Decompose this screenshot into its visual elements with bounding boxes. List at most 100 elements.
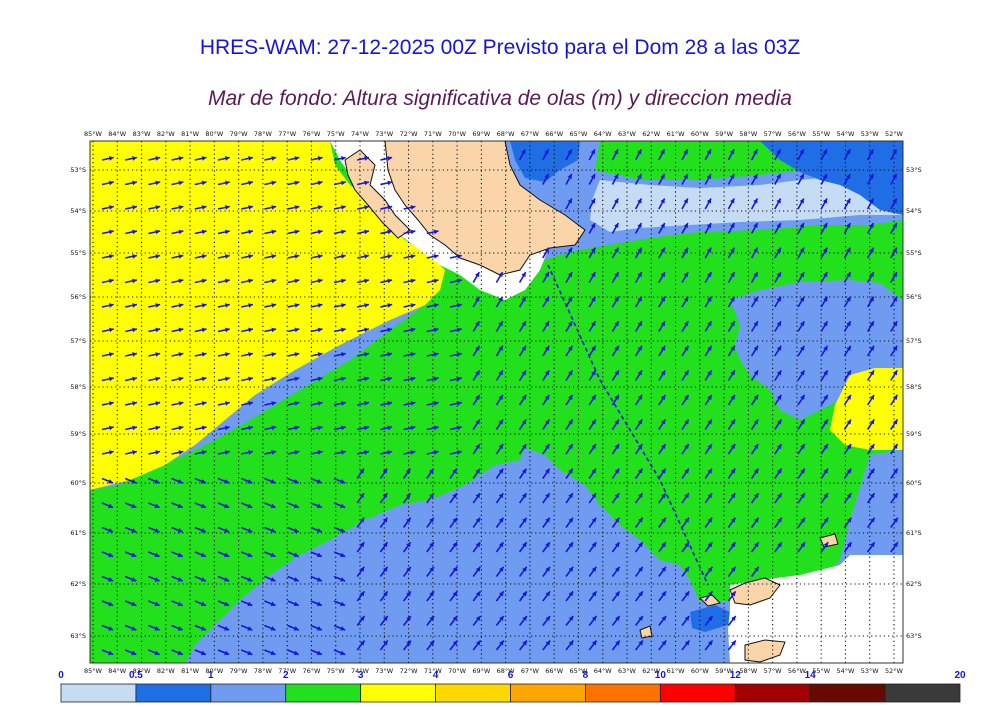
lon-label-bottom: 69°W bbox=[472, 667, 491, 675]
wave-direction-arrow bbox=[495, 640, 505, 651]
wave-direction-arrow bbox=[449, 492, 458, 504]
wave-direction-arrow bbox=[727, 615, 737, 626]
wave-direction-arrow bbox=[588, 222, 596, 234]
wave-direction-arrow bbox=[171, 575, 184, 582]
wave-direction-arrow bbox=[797, 394, 806, 406]
lat-label-right: 59°S bbox=[906, 430, 922, 438]
wave-direction-arrow bbox=[542, 541, 551, 553]
lon-label-top: 74°W bbox=[351, 130, 370, 138]
wave-direction-arrow bbox=[890, 394, 898, 406]
wave-direction-arrow bbox=[797, 296, 805, 308]
wave-direction-arrow bbox=[727, 173, 735, 185]
colorbar-label: 10 bbox=[655, 670, 667, 681]
lon-label-bottom: 57°W bbox=[764, 667, 783, 675]
wave-direction-arrow bbox=[820, 320, 829, 332]
wave-direction-arrow bbox=[241, 425, 254, 431]
wave-direction-arrow bbox=[403, 352, 416, 357]
wave-direction-arrow bbox=[310, 649, 323, 656]
wave-direction-arrow bbox=[241, 352, 254, 357]
wave-direction-arrow bbox=[449, 425, 462, 431]
wave-direction-arrow bbox=[634, 173, 643, 185]
wave-direction-arrow bbox=[495, 320, 504, 332]
wave-direction-arrow bbox=[588, 615, 598, 626]
wave-direction-arrow bbox=[658, 394, 666, 406]
wave-direction-arrow bbox=[890, 517, 899, 528]
lon-label-bottom: 59°W bbox=[715, 667, 734, 675]
wave-direction-arrow bbox=[681, 222, 689, 234]
lon-label-bottom: 78°W bbox=[254, 667, 273, 675]
wave-direction-arrow bbox=[264, 502, 276, 509]
wave-direction-arrow bbox=[380, 376, 393, 382]
wave-direction-arrow bbox=[820, 419, 829, 430]
wave-direction-arrow bbox=[704, 149, 712, 161]
wave-direction-arrow bbox=[217, 551, 230, 558]
wave-direction-arrow bbox=[171, 600, 184, 607]
wave-direction-arrow bbox=[310, 303, 323, 308]
lon-label-bottom: 70°W bbox=[448, 667, 467, 675]
wave-direction-arrow bbox=[264, 352, 277, 357]
wave-direction-arrow bbox=[264, 649, 276, 656]
wave-direction-arrow bbox=[704, 541, 713, 553]
wave-direction-arrow bbox=[357, 278, 370, 284]
wave-direction-arrow bbox=[101, 376, 114, 382]
lon-label-top: 68°W bbox=[497, 130, 516, 138]
colorbar-label: 3 bbox=[358, 670, 364, 681]
wave-direction-arrow bbox=[217, 327, 230, 333]
wave-direction-arrow bbox=[241, 205, 254, 210]
wave-direction-arrow bbox=[426, 541, 435, 553]
wave-direction-arrow bbox=[727, 271, 736, 283]
wave-direction-arrow bbox=[890, 173, 898, 185]
wave-direction-arrow bbox=[518, 345, 527, 357]
wave-direction-arrow bbox=[565, 517, 574, 528]
wave-direction-arrow bbox=[704, 173, 712, 185]
wave-direction-arrow bbox=[101, 229, 114, 235]
wave-direction-arrow bbox=[240, 551, 253, 558]
wave-direction-arrow bbox=[472, 468, 481, 479]
wave-direction-arrow bbox=[357, 303, 370, 308]
wave-direction-arrow bbox=[217, 450, 230, 455]
wave-direction-arrow bbox=[357, 376, 370, 382]
wave-direction-arrow bbox=[866, 247, 875, 259]
wave-direction-arrow bbox=[495, 517, 504, 528]
wave-direction-arrow bbox=[194, 156, 207, 161]
wave-direction-arrow bbox=[890, 149, 898, 161]
wave-direction-arrow bbox=[565, 468, 574, 479]
wave-direction-arrow bbox=[866, 517, 876, 528]
wave-direction-arrow bbox=[634, 296, 643, 308]
wave-direction-arrow bbox=[565, 369, 574, 381]
wave-direction-arrow bbox=[890, 443, 899, 455]
wave-direction-arrow bbox=[681, 566, 690, 577]
wave-direction-arrow bbox=[495, 590, 505, 602]
lon-label-bottom: 85°W bbox=[84, 667, 103, 675]
wave-direction-arrow bbox=[495, 566, 505, 577]
wave-direction-arrow bbox=[380, 303, 393, 308]
lat-label-left: 55°S bbox=[70, 249, 86, 257]
wave-direction-arrow bbox=[658, 419, 667, 430]
lon-label-top: 61°W bbox=[667, 130, 686, 138]
wave-direction-arrow bbox=[333, 425, 346, 431]
wave-direction-arrow bbox=[565, 149, 573, 161]
wave-direction-arrow bbox=[518, 271, 527, 283]
swell-field-3-4m-east bbox=[830, 368, 903, 450]
wave-direction-arrow bbox=[125, 425, 138, 431]
wave-direction-arrow bbox=[101, 649, 114, 656]
wave-direction-arrow bbox=[194, 376, 207, 382]
wave-direction-arrow bbox=[774, 222, 782, 234]
wave-direction-arrow bbox=[704, 566, 713, 577]
wave-direction-arrow bbox=[101, 624, 114, 631]
wave-direction-arrow bbox=[843, 247, 852, 259]
wave-direction-arrow bbox=[565, 419, 574, 430]
wave-direction-arrow bbox=[727, 468, 736, 479]
wave-direction-arrow bbox=[565, 590, 574, 602]
wave-direction-arrow bbox=[774, 320, 782, 332]
lon-label-bottom: 63°W bbox=[618, 667, 637, 675]
wave-direction-arrow bbox=[380, 156, 393, 161]
wave-direction-arrow bbox=[171, 649, 184, 656]
wave-direction-arrow bbox=[588, 173, 596, 185]
wave-direction-arrow bbox=[843, 492, 852, 504]
wave-direction-arrow bbox=[866, 320, 875, 332]
lat-label-left: 56°S bbox=[70, 293, 86, 301]
lat-label-right: 57°S bbox=[906, 337, 922, 345]
wave-direction-arrow bbox=[611, 615, 621, 626]
wave-direction-arrow bbox=[333, 649, 346, 656]
